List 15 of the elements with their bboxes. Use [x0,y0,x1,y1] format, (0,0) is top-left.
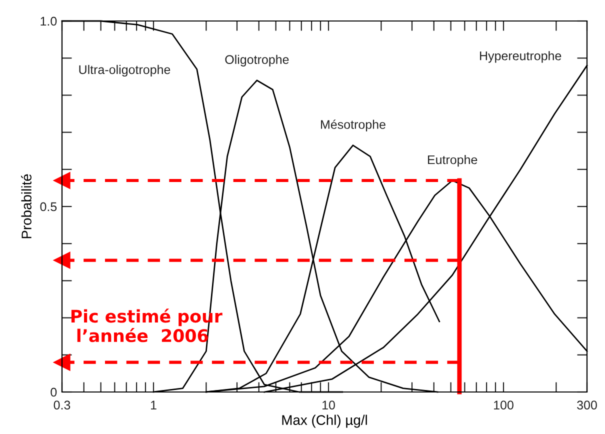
x-axis-title: Max (Chl) µg/l [282,414,367,428]
series-label: Mésotrophe [321,120,386,132]
x-tick-label: 10 [322,400,335,410]
y-tick-label: 1.0 [40,16,57,26]
x-tick-label: 300 [577,400,597,410]
series-label: Ultra-oligotrophe [79,64,170,77]
y-axis-title: Probabilité [21,174,32,238]
x-tick-label: 100 [494,400,514,410]
series-label: Eutrophe [428,154,478,167]
y-tick-label: 0.5 [40,202,57,212]
x-tick-label: 1 [150,400,156,410]
series-label: Oligotrophe [225,54,289,66]
x-tick-label: 0.3 [54,400,70,410]
y-tick-label: 0 [50,388,57,397]
series-label: Hypereutrophe [480,51,562,63]
